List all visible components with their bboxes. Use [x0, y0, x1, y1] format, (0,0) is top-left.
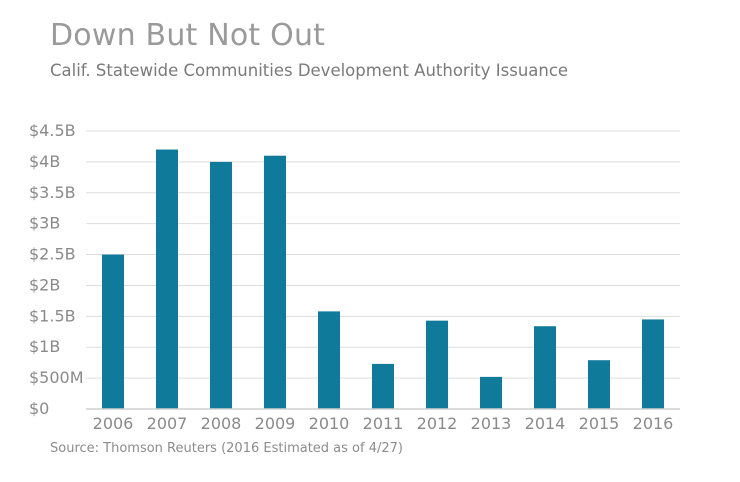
bar — [264, 155, 286, 409]
y-tick-label: $2B — [29, 275, 60, 294]
bar — [642, 319, 664, 409]
y-tick-label: $3B — [29, 214, 60, 233]
y-tick-label: $0 — [29, 399, 49, 418]
y-tick-label: $1.5B — [29, 306, 76, 325]
bar — [480, 376, 502, 409]
x-tick-label: 2008 — [201, 414, 242, 433]
y-tick-label: $500M — [29, 368, 84, 387]
bar — [210, 161, 232, 409]
x-tick-label: 2010 — [309, 414, 350, 433]
chart-subtitle: Calif. Statewide Communities Development… — [50, 61, 569, 80]
x-tick-label: 2009 — [255, 414, 296, 433]
bar — [588, 360, 610, 409]
y-tick-label: $4B — [29, 152, 60, 171]
source-note: Source: Thomson Reuters (2016 Estimated … — [50, 441, 403, 456]
bar — [156, 149, 178, 410]
bar — [426, 320, 448, 409]
x-tick-label: 2014 — [525, 414, 566, 433]
x-tick-label: 2015 — [579, 414, 620, 433]
x-tick-label: 2007 — [147, 414, 188, 433]
y-tick-label: $1B — [29, 337, 60, 356]
x-tick-label: 2011 — [363, 414, 404, 433]
x-tick-label: 2012 — [417, 414, 458, 433]
bar — [534, 326, 556, 409]
x-tick-label: 2006 — [93, 414, 134, 433]
chart-title: Down But Not Out — [50, 18, 326, 53]
x-tick-label: 2016 — [633, 414, 674, 433]
bar — [372, 363, 394, 409]
y-tick-label: $3.5B — [29, 183, 76, 202]
bar — [318, 311, 340, 409]
y-tick-label: $2.5B — [29, 245, 76, 264]
y-tick-label: $4.5B — [29, 121, 76, 140]
x-tick-label: 2013 — [471, 414, 512, 433]
bar — [102, 254, 124, 409]
